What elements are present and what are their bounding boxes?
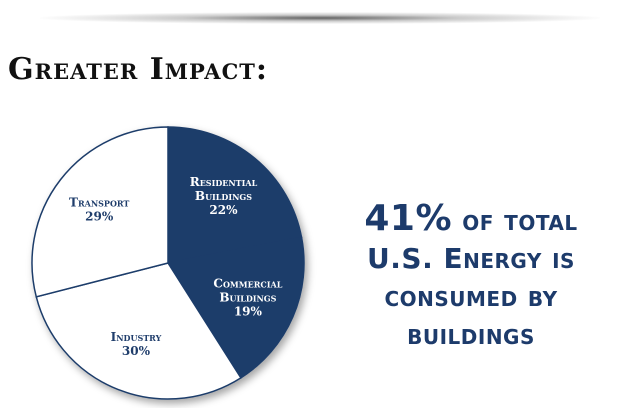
pie-slice-commercial-buildings [166,236,305,379]
energy-statement: 41% of total U.S. Energy is consumed by … [326,200,616,354]
pie-category-label: Industry [111,330,162,344]
pie-chart-container: Residential Buildings 22% Commercial Buildin… [0,118,340,408]
statement-line-4: buildings [407,318,535,351]
pie-value-label: 30% [122,344,151,358]
pie-category-label: Transport [69,196,129,210]
statement-line-3: consumed by [384,280,558,313]
pie-slice-transport [31,126,169,298]
pie-value-label: 29% [85,210,114,224]
pie-chart: ResidentialBuildings22%CommercialBuildin… [31,126,305,400]
top-shadow-divider [40,12,600,24]
statement-line-2: U.S. Energy is [367,242,575,275]
slide-title: Greater Impact: [8,52,269,87]
pie-category-label: Commercial [213,277,282,291]
pie-slice-residential-buildings [167,126,303,264]
statement-highlight: 41% [364,198,453,239]
statement-line-1-rest: of total [462,204,578,237]
pie-slice-industry [35,262,242,400]
pie-category-label: Residential [190,175,258,189]
pie-category-label: Buildings [219,291,276,305]
statement-line-1: 41% of total [326,200,616,240]
pie-value-label: 22% [209,203,238,217]
pie-value-label: 19% [234,305,263,319]
pie-category-label: Buildings [195,189,252,203]
